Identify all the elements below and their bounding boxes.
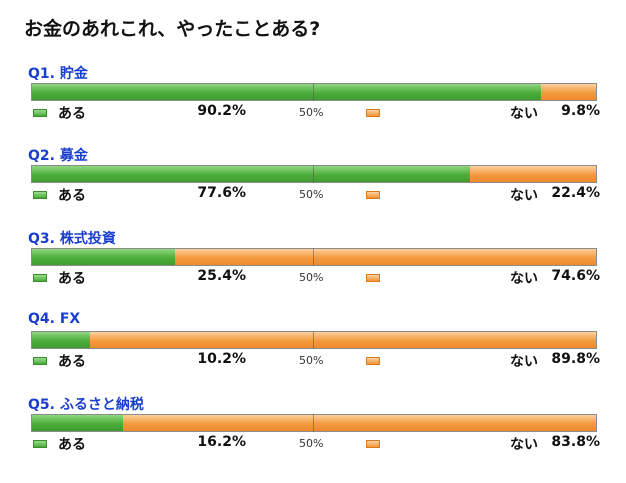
bar-segment-no [469, 166, 596, 182]
legend-swatch-yes [33, 440, 47, 448]
question-label: Q1. 貯金 [28, 66, 88, 82]
question-block: Q1. 貯金ある 90.2% 50% ない 9.8% [0, 63, 626, 145]
legend-swatch-no [366, 109, 380, 117]
bar-segment-yes [32, 332, 90, 348]
tick-label-50: 50% [299, 188, 324, 201]
value-label-no: 22.4% [551, 185, 600, 201]
legend-label-no: ない [510, 354, 538, 370]
legend-label-yes: ある [58, 271, 86, 287]
legend-label-yes: ある [58, 106, 86, 122]
legend-swatch-yes [33, 357, 47, 365]
legend-label-yes: ある [58, 188, 86, 204]
question-block: Q4. FX ある 10.2% 50% ない 89.8% [0, 311, 626, 393]
legend-swatch-yes [33, 191, 47, 199]
bar-segment-yes [32, 84, 541, 100]
tick-label-50: 50% [299, 271, 324, 284]
bar-segment-no [123, 415, 596, 431]
midpoint-line [313, 414, 314, 432]
legend-label-yes: ある [58, 437, 86, 453]
question-label: Q2. 募金 [28, 148, 88, 164]
value-label-yes: 25.4% [197, 268, 246, 284]
legend-label-no: ない [510, 188, 538, 204]
midpoint-line [313, 331, 314, 349]
legend-label-no: ない [510, 271, 538, 287]
stacked-bar [31, 414, 597, 432]
value-label-no: 74.6% [551, 268, 600, 284]
tick-label-50: 50% [299, 106, 324, 119]
legend-swatch-no [366, 274, 380, 282]
question-label: Q5. ふるさと納税 [28, 397, 144, 413]
legend-label-yes: ある [58, 354, 86, 370]
legend-swatch-no [366, 191, 380, 199]
tick-label-50: 50% [299, 437, 324, 450]
stacked-bar [31, 83, 597, 101]
midpoint-line [313, 248, 314, 266]
bar-segment-no [175, 249, 596, 265]
value-label-yes: 90.2% [197, 103, 246, 119]
chart-title: お金のあれこれ、やったことある? [24, 18, 321, 40]
question-block: Q3. 株式投資 ある 25.4% 50% ない 74.6% [0, 228, 626, 310]
stacked-bar [31, 331, 597, 349]
question-block: Q5. ふるさと納税ある 16.2% 50% ない 83.8% [0, 394, 626, 476]
stacked-bar [31, 248, 597, 266]
value-label-yes: 77.6% [197, 185, 246, 201]
bar-segment-yes [32, 166, 470, 182]
bar-segment-no [89, 332, 596, 348]
midpoint-line [313, 165, 314, 183]
stacked-bar [31, 165, 597, 183]
value-label-no: 9.8% [561, 103, 600, 119]
legend-swatch-no [366, 357, 380, 365]
legend-swatch-no [366, 440, 380, 448]
question-label: Q3. 株式投資 [28, 231, 116, 247]
legend-swatch-yes [33, 274, 47, 282]
bar-segment-yes [32, 415, 124, 431]
tick-label-50: 50% [299, 354, 324, 367]
legend-swatch-yes [33, 109, 47, 117]
value-label-no: 83.8% [551, 434, 600, 450]
question-label: Q4. FX [28, 311, 81, 327]
question-block: Q2. 募金ある 77.6% 50% ない 22.4% [0, 145, 626, 227]
value-label-yes: 16.2% [197, 434, 246, 450]
midpoint-line [313, 83, 314, 101]
bar-segment-no [540, 84, 596, 100]
value-label-no: 89.8% [551, 351, 600, 367]
legend-label-no: ない [510, 437, 538, 453]
bar-segment-yes [32, 249, 176, 265]
legend-label-no: ない [510, 106, 538, 122]
value-label-yes: 10.2% [197, 351, 246, 367]
